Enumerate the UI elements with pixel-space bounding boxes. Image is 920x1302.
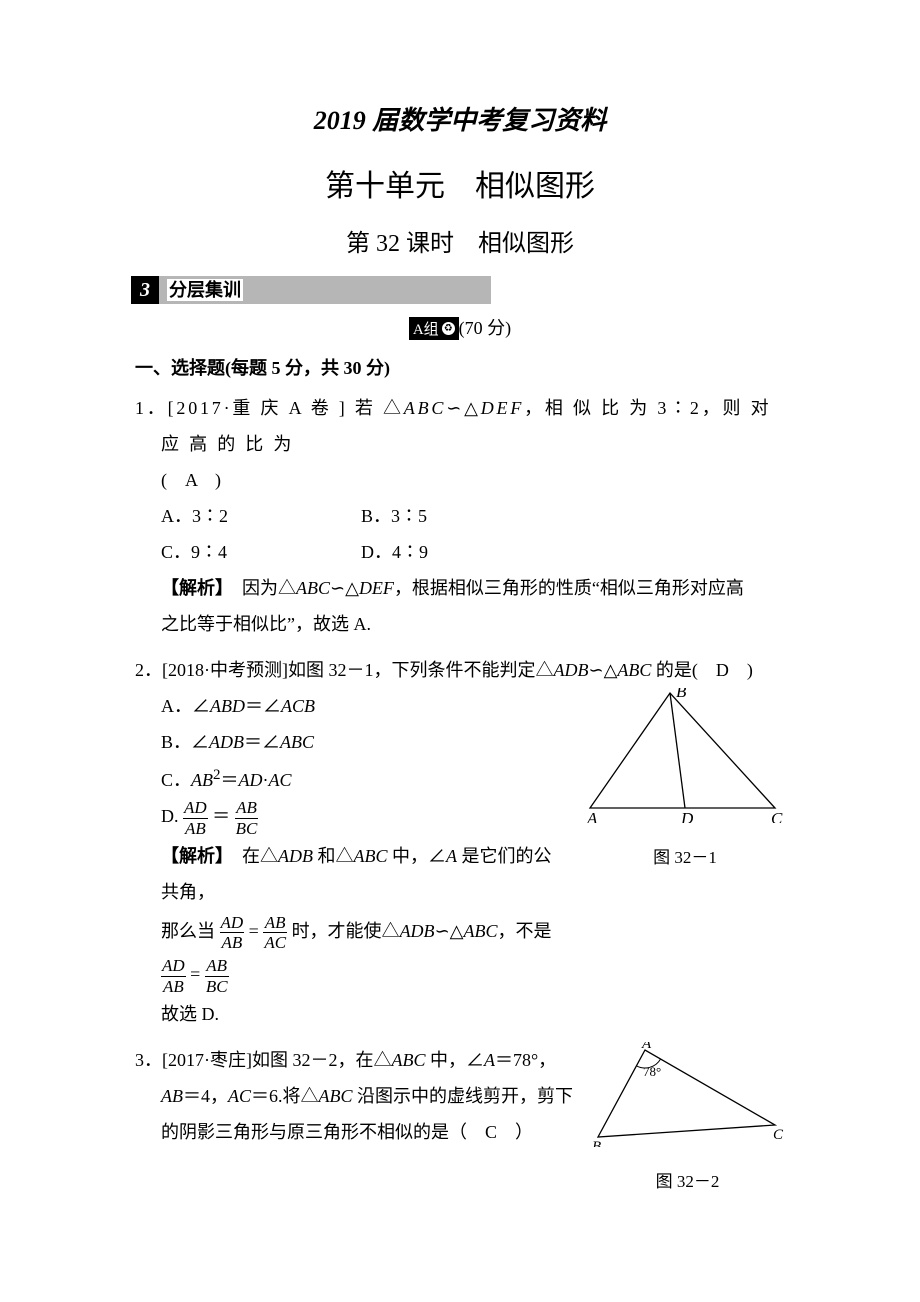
- recycle-icon: ♻: [442, 322, 455, 335]
- triangle-icon: B A D C: [585, 688, 785, 823]
- q1-stem: 1．[2017·重 庆 A 卷 ] 若 △ABC∽△DEF，相 似 比 为 3∶…: [135, 390, 785, 462]
- q2-analysis-3: 故选 D.: [161, 996, 555, 1032]
- section-number: 3: [131, 276, 159, 304]
- figure-32-1: B A D C 图 32－1: [585, 688, 785, 875]
- svg-text:B: B: [592, 1139, 601, 1147]
- triangle-icon: 78° A B C: [590, 1042, 785, 1147]
- svg-text:B: B: [676, 688, 687, 701]
- question-1: 1．[2017·重 庆 A 卷 ] 若 △ABC∽△DEF，相 似 比 为 3∶…: [135, 390, 785, 642]
- q3-line2: AB＝4，AC＝6.将△ABC 沿图示中的虚线剪开，剪下: [161, 1078, 591, 1114]
- q2-stem: 2．[2018·中考预测]如图 32－1，下列条件不能判定△ADB∽△ABC 的…: [135, 652, 785, 688]
- question-2: 2．[2018·中考预测]如图 32－1，下列条件不能判定△ADB∽△ABC 的…: [135, 652, 785, 1032]
- lesson-title: 第 32 课时 相似图形: [135, 223, 785, 258]
- svg-text:78°: 78°: [643, 1064, 661, 1079]
- figure-32-2: 78° A B C 图 32－2: [590, 1042, 785, 1199]
- q1-opt-b: B．3∶5: [361, 498, 561, 534]
- group-badge: A组 ♻: [409, 317, 459, 340]
- q2-analysis-2: 那么当 ADAB = ABAC 时，才能使△ADB∽△ABC，不是 ADAB =…: [161, 910, 555, 996]
- q2-opt-c: C．AB2＝AD·AC: [161, 760, 555, 798]
- group-row: A组 ♻ (70 分): [135, 314, 785, 340]
- fig-caption-2: 图 32－2: [590, 1165, 785, 1199]
- fig-caption-1: 图 32－1: [585, 841, 785, 875]
- q1-analysis-2: 之比等于相似比”，故选 A.: [161, 606, 785, 642]
- question-3: 78° A B C 图 32－2 3．[2017·枣庄]如图 32－2，在△AB…: [135, 1042, 785, 1199]
- q2-opt-a: A．∠ABD＝∠ACB: [161, 688, 555, 724]
- group-score: (70 分): [459, 318, 512, 338]
- svg-text:A: A: [586, 809, 598, 823]
- q3-line1: 3．[2017·枣庄]如图 32－2，在△ABC 中，∠A＝78°，: [135, 1042, 565, 1078]
- q1-opt-c: C．9∶4: [161, 534, 361, 570]
- q1-opt-a: A．3∶2: [161, 498, 361, 534]
- svg-text:C: C: [771, 809, 783, 823]
- svg-text:A: A: [641, 1042, 652, 1052]
- section-label: 分层集训: [167, 279, 243, 301]
- q2-opt-b: B．∠ADB＝∠ABC: [161, 724, 555, 760]
- svg-text:C: C: [773, 1127, 784, 1143]
- unit-title: 第十单元 相似图形: [135, 161, 785, 205]
- q2-analysis-1: 【解析】 在△ADB 和△ABC 中，∠A 是它们的公共角，: [161, 838, 555, 910]
- section-heading: 一、选择题(每题 5 分，共 30 分): [135, 354, 785, 380]
- svg-text:D: D: [680, 809, 694, 823]
- section-band: 3 分层集训: [131, 276, 491, 304]
- q1-answer-blank: ( A ): [161, 462, 785, 498]
- q1-analysis: 【解析】 因为△ABC∽△DEF，根据相似三角形的性质“相似三角形对应高: [161, 570, 785, 606]
- q2-opt-d: D. ADAB ＝ ABBC: [161, 798, 555, 838]
- q1-opt-d: D．4∶9: [361, 534, 561, 570]
- doc-title: 2019 届数学中考复习资料: [135, 100, 785, 137]
- q3-line3: 的阴影三角形与原三角形不相似的是（ C ）: [161, 1114, 591, 1150]
- group-badge-text: A组: [413, 318, 439, 339]
